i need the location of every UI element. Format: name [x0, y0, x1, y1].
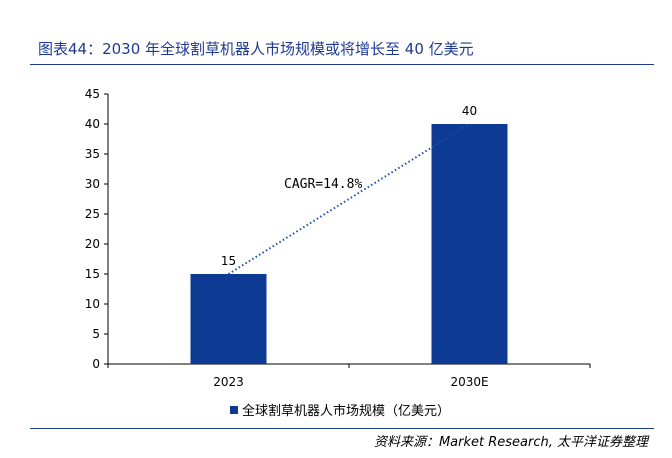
x-tick-label: 2030E	[450, 375, 488, 389]
bar-2030E	[431, 124, 508, 364]
title-divider	[30, 64, 654, 65]
y-tick-label: 40	[85, 117, 100, 131]
data-label: 40	[462, 104, 477, 118]
y-tick-label: 5	[92, 327, 100, 341]
y-tick-label: 15	[85, 267, 100, 281]
legend: 全球割草机器人市场规模（亿美元）	[230, 400, 450, 419]
cagr-annotation: CAGR=14.8%	[284, 177, 362, 192]
bar-2023	[190, 274, 267, 364]
legend-swatch	[230, 405, 238, 414]
chart-title: 图表44：2030 年全球割草机器人市场规模或将增长至 40 亿美元	[38, 40, 474, 58]
y-tick-label: 35	[85, 147, 100, 161]
y-tick-label: 0	[92, 357, 100, 371]
y-tick-label: 20	[85, 237, 100, 251]
footer-divider	[30, 428, 654, 429]
y-tick-label: 30	[85, 177, 100, 191]
y-tick-label: 10	[85, 297, 100, 311]
x-tick-label: 2023	[213, 375, 244, 389]
legend-label: 全球割草机器人市场规模（亿美元）	[242, 404, 451, 419]
y-tick-label: 45	[85, 87, 100, 101]
data-label: 15	[221, 254, 236, 268]
cagr-trend-line	[227, 123, 471, 275]
source-note: 资料来源：Market Research, 太平洋证券整理	[373, 435, 648, 450]
y-tick-label: 25	[85, 207, 100, 221]
